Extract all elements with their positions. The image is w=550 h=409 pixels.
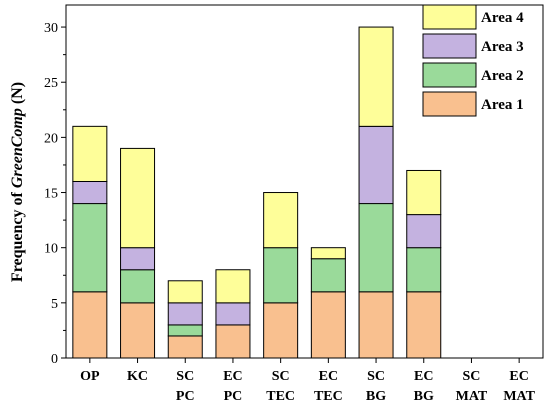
x-tick-label: MAT xyxy=(456,389,488,404)
bar-segment-area-4 xyxy=(120,147,156,249)
x-tick-label: PC xyxy=(224,389,243,404)
y-axis-label-prefix: Frequency of xyxy=(9,188,26,282)
x-tick-label: OP xyxy=(80,369,100,384)
x-tick-label: TEC xyxy=(314,389,343,404)
bar-segment-area-4 xyxy=(358,26,394,127)
bar-segment-area-3 xyxy=(358,125,394,205)
x-tick-label: EC xyxy=(223,369,242,384)
bar-segment-area-1 xyxy=(215,324,251,359)
y-axis-label-italic: GreenComp xyxy=(9,108,26,188)
y-axis-label-suffix: (N) xyxy=(9,82,26,108)
bar-segment-area-1 xyxy=(120,302,156,359)
bar-segment-area-4 xyxy=(406,169,442,216)
bar-segment-area-4 xyxy=(72,125,108,182)
bar-segment-area-2 xyxy=(263,247,299,304)
x-tick-label: TEC xyxy=(266,389,295,404)
bar-segment-area-2 xyxy=(358,203,394,293)
x-tick-label: SC xyxy=(272,369,290,384)
x-tick-label: EC xyxy=(319,369,338,384)
legend-label: Area 3 xyxy=(481,39,524,55)
legend-label: Area 4 xyxy=(481,10,524,26)
y-tick-label: 15 xyxy=(44,187,58,202)
bars xyxy=(72,26,442,359)
legend-swatch-area-3 xyxy=(422,33,477,59)
plot-frame xyxy=(65,4,544,359)
bar-segment-area-4 xyxy=(310,247,346,260)
bar-segment-area-2 xyxy=(120,269,156,304)
bar-segment-area-1 xyxy=(406,291,442,359)
y-tick-label: 25 xyxy=(44,76,58,91)
x-tick-label: BG xyxy=(366,389,386,404)
y-tick-label: 30 xyxy=(44,21,58,36)
bar-segment-area-1 xyxy=(167,335,203,359)
bar-segment-area-1 xyxy=(72,291,108,359)
x-tick-label: KC xyxy=(127,369,148,384)
axes xyxy=(61,4,544,363)
bar-segment-area-3 xyxy=(215,302,251,326)
legend-swatch-area-4 xyxy=(422,4,477,30)
x-tick-label: SC xyxy=(176,369,194,384)
legend: Area 4 Area 3 Area 2 Area 1 xyxy=(422,4,524,117)
bar-segment-area-4 xyxy=(215,269,251,304)
bar-segment-area-3 xyxy=(167,302,203,326)
y-tick-label: 10 xyxy=(44,242,58,257)
bar-segment-area-3 xyxy=(120,247,156,271)
bar-segment-area-4 xyxy=(167,280,203,304)
bar-segment-area-2 xyxy=(406,247,442,293)
x-tick-label: EC xyxy=(414,369,433,384)
bar-segment-area-2 xyxy=(72,203,108,293)
bar-segment-area-2 xyxy=(167,324,203,337)
legend-swatch-area-2 xyxy=(422,62,477,88)
y-tick-label: 5 xyxy=(51,297,58,312)
bar-segment-area-1 xyxy=(358,291,394,359)
bar-segment-area-3 xyxy=(72,181,108,205)
x-tick-label: BG xyxy=(414,389,434,404)
y-axis-label: Frequency of GreenComp (N) xyxy=(9,82,26,282)
bar-segment-area-4 xyxy=(263,192,299,249)
x-tick-label: SC xyxy=(367,369,385,384)
y-tick-label: 0 xyxy=(51,352,58,367)
legend-label: Area 2 xyxy=(481,68,524,84)
x-tick-label: PC xyxy=(176,389,195,404)
x-tick-label: MAT xyxy=(503,389,535,404)
bar-segment-area-2 xyxy=(310,258,346,293)
legend-label: Area 1 xyxy=(481,97,524,113)
bar-segment-area-3 xyxy=(406,214,442,249)
bar-segment-area-1 xyxy=(263,302,299,359)
x-tick-label: SC xyxy=(462,369,480,384)
bar-segment-area-1 xyxy=(310,291,346,359)
x-tick-labels: OP KC SC PC EC PC SC TEC EC TEC SC BG EC BG SC MAT EC MAT xyxy=(80,369,535,404)
y-tick-labels: 0 5 10 15 20 25 30 xyxy=(44,21,58,367)
x-tick-label: EC xyxy=(509,369,528,384)
legend-swatch-area-1 xyxy=(422,91,477,117)
y-tick-label: 20 xyxy=(44,131,58,146)
